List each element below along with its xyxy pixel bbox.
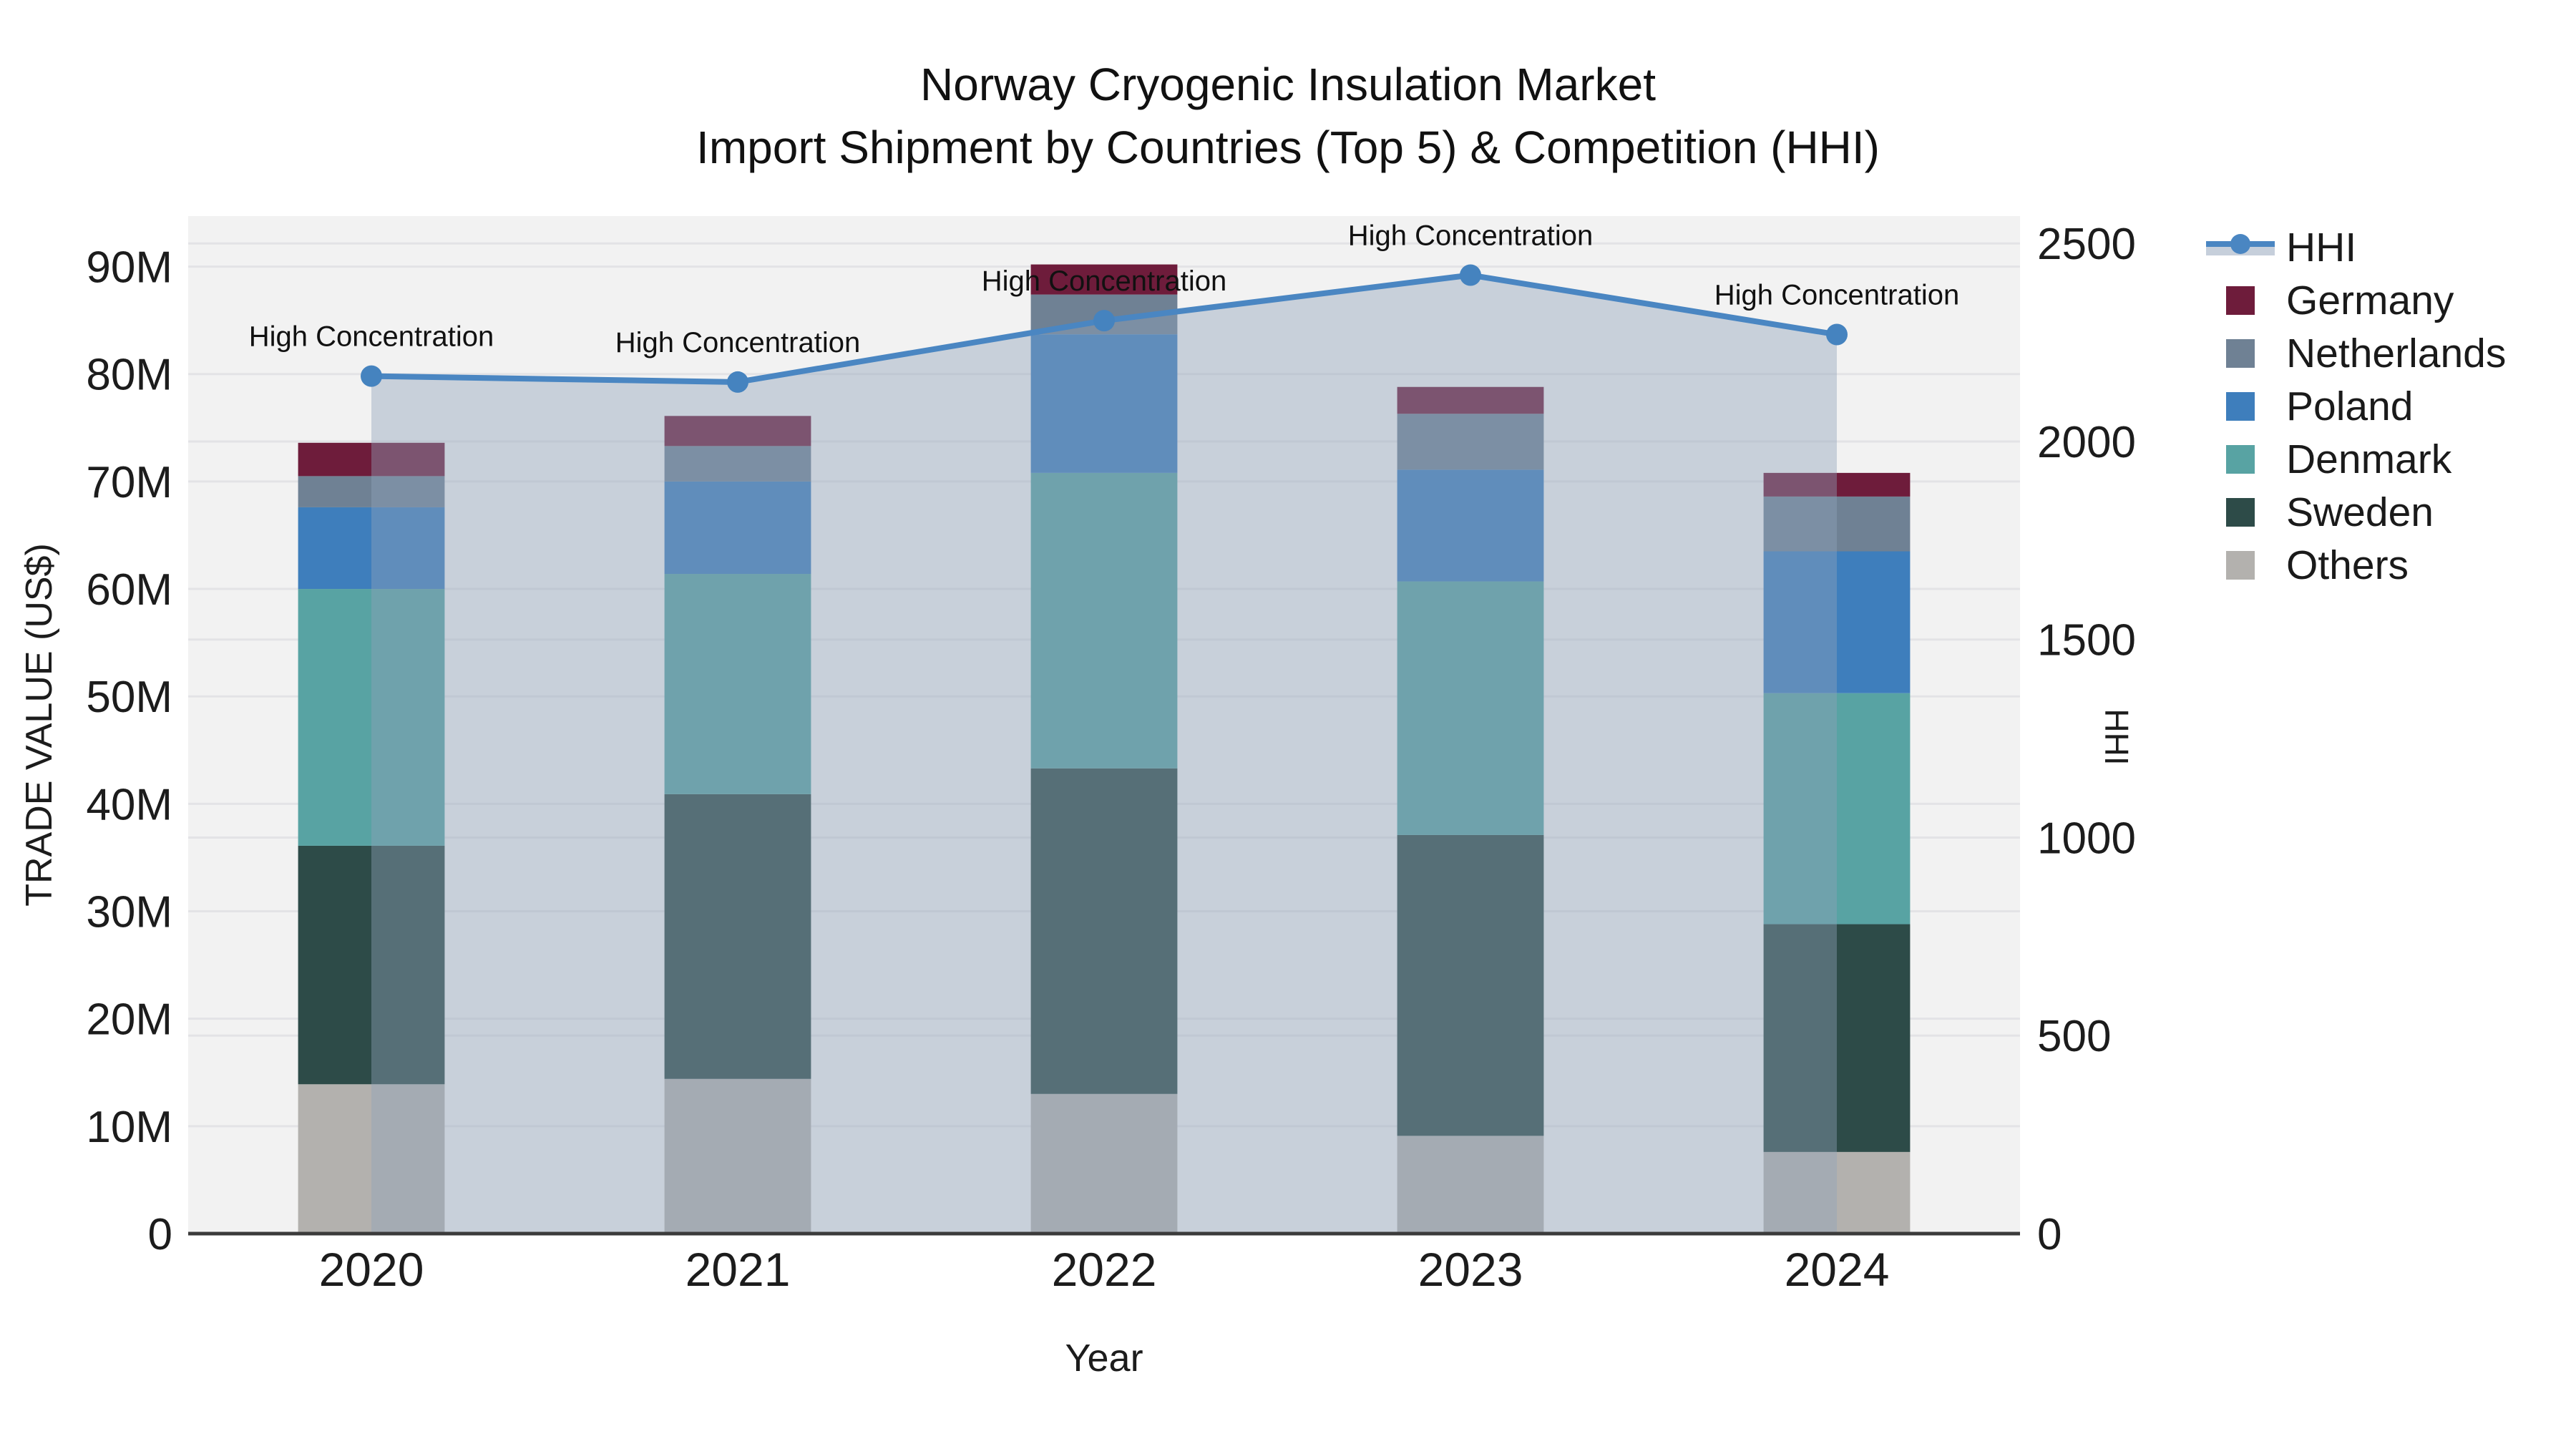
bar-segment-2020-germany[interactable] xyxy=(298,442,445,477)
legend-label: Sweden xyxy=(2286,489,2434,535)
bar-segment-2023-sweden[interactable] xyxy=(1397,834,1544,1136)
bar-segment-2023-denmark[interactable] xyxy=(1397,581,1544,835)
x-tick-2021: 2021 xyxy=(686,1243,791,1296)
y-right-tick-2000: 2000 xyxy=(2037,418,2136,467)
legend-label: Germany xyxy=(2286,278,2454,323)
bar-segment-2022-germany[interactable] xyxy=(1030,264,1178,295)
y-left-tick-0: 0 xyxy=(148,1210,172,1259)
y-right-axis-title: HHI xyxy=(2098,708,2135,766)
legend-label: HHI xyxy=(2286,225,2357,270)
annotation-2020: High Concentration xyxy=(249,321,494,353)
legend-item-germany[interactable]: Germany xyxy=(2206,278,2506,323)
bar-segment-2023-germany[interactable] xyxy=(1397,386,1544,414)
legend-label: Others xyxy=(2286,542,2409,588)
bar-segment-2020-others[interactable] xyxy=(298,1084,445,1234)
legend-label: Netherlands xyxy=(2286,331,2507,376)
chart-title: Norway Cryogenic Insulation Market xyxy=(920,59,1656,110)
hhi-marker-2024[interactable] xyxy=(1826,323,1848,346)
bar-segment-2020-denmark[interactable] xyxy=(298,589,445,846)
bar-segment-2024-netherlands[interactable] xyxy=(1763,496,1911,552)
x-tick-2024: 2024 xyxy=(1785,1243,1890,1296)
x-tick-2023: 2023 xyxy=(1418,1243,1523,1296)
bar-segment-2020-netherlands[interactable] xyxy=(298,476,445,507)
bar-segment-2021-sweden[interactable] xyxy=(664,794,811,1079)
legend-item-sweden[interactable]: Sweden xyxy=(2206,489,2506,535)
legend-label: Poland xyxy=(2286,384,2414,429)
y-right-tick-0: 0 xyxy=(2037,1210,2062,1259)
bar-segment-2020-poland[interactable] xyxy=(298,507,445,590)
x-tick-2020: 2020 xyxy=(319,1243,424,1296)
y-left-tick-40M: 40M xyxy=(86,780,172,829)
y-left-tick-30M: 30M xyxy=(86,888,172,937)
bar-segment-2022-poland[interactable] xyxy=(1030,334,1178,473)
bar-segment-2021-denmark[interactable] xyxy=(664,574,811,794)
annotation-2021: High Concentration xyxy=(615,327,860,358)
annotation-2024: High Concentration xyxy=(1714,280,1959,311)
bar-segment-2023-poland[interactable] xyxy=(1397,469,1544,582)
y-right-tick-1000: 1000 xyxy=(2037,814,2136,863)
bar-segment-2024-poland[interactable] xyxy=(1763,551,1911,693)
bar-segment-2021-others[interactable] xyxy=(664,1078,811,1234)
hhi-marker-2020[interactable] xyxy=(361,365,382,387)
y-left-tick-70M: 70M xyxy=(86,458,172,507)
legend-swatch-denmark xyxy=(2206,438,2275,481)
bar-segment-2024-sweden[interactable] xyxy=(1763,924,1911,1152)
bar-segment-2023-netherlands[interactable] xyxy=(1397,414,1544,470)
x-tick-2022: 2022 xyxy=(1052,1243,1157,1296)
y-right-tick-2500: 2500 xyxy=(2037,220,2136,269)
y-left-axis-title: TRADE VALUE (US$) xyxy=(19,543,60,907)
legend-swatch-netherlands xyxy=(2206,332,2275,375)
legend-item-poland[interactable]: Poland xyxy=(2206,384,2506,429)
bar-segment-2024-denmark[interactable] xyxy=(1763,693,1911,924)
chart-subtitle: Import Shipment by Countries (Top 5) & C… xyxy=(696,122,1880,173)
legend-swatch-others xyxy=(2206,544,2275,587)
bar-segment-2021-poland[interactable] xyxy=(664,481,811,575)
legend-item-hhi[interactable]: HHI xyxy=(2206,225,2506,270)
legend-item-netherlands[interactable]: Netherlands xyxy=(2206,331,2507,376)
hhi-area xyxy=(371,275,1837,1234)
hhi-marker-2023[interactable] xyxy=(1460,264,1481,286)
legend-label: Denmark xyxy=(2286,436,2452,482)
legend-hhi-line-icon xyxy=(2206,226,2275,269)
y-left-tick-90M: 90M xyxy=(86,243,172,293)
legend-swatch-germany xyxy=(2206,279,2275,322)
annotation-2023: High Concentration xyxy=(1348,220,1593,251)
hhi-marker-2022[interactable] xyxy=(1093,310,1115,332)
bar-segment-2022-sweden[interactable] xyxy=(1030,768,1178,1094)
bar-segment-2022-denmark[interactable] xyxy=(1030,472,1178,769)
legend: HHI Germany Netherlands Poland Denmark Sweden… xyxy=(2206,225,2507,588)
legend-swatch-sweden xyxy=(2206,491,2275,534)
bar-segment-2022-others[interactable] xyxy=(1030,1093,1178,1234)
y-left-tick-60M: 60M xyxy=(86,565,172,615)
legend-item-others[interactable]: Others xyxy=(2206,542,2506,588)
bar-segment-2020-sweden[interactable] xyxy=(298,845,445,1085)
title-block: Norway Cryogenic Insulation Market Impor… xyxy=(0,53,2576,179)
hhi-marker-2021[interactable] xyxy=(727,371,748,393)
y-left-tick-50M: 50M xyxy=(86,673,172,722)
y-left-tick-80M: 80M xyxy=(86,351,172,400)
y-left-tick-10M: 10M xyxy=(86,1103,172,1152)
x-axis-title: Year xyxy=(1065,1337,1143,1380)
y-right-tick-500: 500 xyxy=(2037,1012,2111,1061)
y-right-tick-1500: 1500 xyxy=(2037,616,2136,665)
bar-segment-2024-others[interactable] xyxy=(1763,1151,1911,1234)
y-left-tick-20M: 20M xyxy=(86,995,172,1045)
legend-swatch-poland xyxy=(2206,385,2275,428)
bar-segment-2021-netherlands[interactable] xyxy=(664,446,811,482)
annotation-2022: High Concentration xyxy=(982,265,1226,297)
bar-segment-2021-germany[interactable] xyxy=(664,416,811,447)
bar-segment-2024-germany[interactable] xyxy=(1763,472,1911,497)
legend-item-denmark[interactable]: Denmark xyxy=(2206,436,2506,482)
bar-segment-2023-others[interactable] xyxy=(1397,1136,1544,1234)
